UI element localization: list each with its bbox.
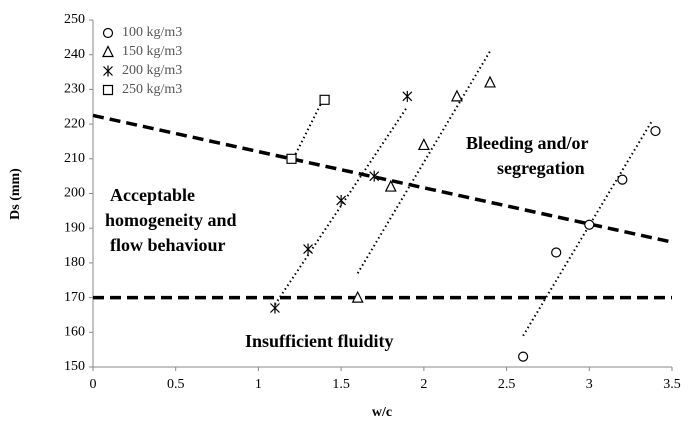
- marker: [650, 125, 661, 137]
- x-tick-label: 0.5: [167, 377, 185, 392]
- x-tick-label: 1.5: [332, 377, 350, 392]
- annotation: Acceptable: [110, 185, 195, 205]
- marker: [270, 302, 280, 314]
- trendline: [290, 95, 326, 163]
- annotation: flow behaviour: [110, 235, 226, 255]
- y-tick-label: 170: [64, 290, 85, 305]
- y-tick-label: 240: [64, 47, 85, 62]
- y-tick-label: 220: [64, 116, 85, 131]
- y-tick-label: 230: [64, 82, 85, 97]
- y-axis-label: Ds (mm): [8, 168, 23, 220]
- x-tick-label: 3: [586, 377, 593, 392]
- marker: [484, 75, 496, 88]
- marker: [417, 138, 430, 151]
- legend-label: 200 kg/m3: [122, 63, 182, 78]
- annotation: homogeneity and: [105, 210, 237, 230]
- y-tick-label: 150: [64, 359, 85, 374]
- legend-label: 250 kg/m3: [122, 82, 182, 97]
- y-tick-label: 250: [64, 12, 85, 27]
- marker: [303, 243, 313, 255]
- legend-marker: [102, 45, 114, 58]
- x-tick-label: 1: [255, 377, 262, 392]
- reference-line: [92, 113, 673, 244]
- x-tick-label: 3.5: [663, 377, 681, 392]
- trendline: [274, 106, 409, 306]
- marker: [319, 94, 330, 105]
- x-tick-label: 2.5: [498, 377, 516, 392]
- legend-label: 150 kg/m3: [122, 44, 182, 59]
- annotation: Bleeding and/or: [466, 133, 589, 153]
- marker: [551, 247, 562, 258]
- trendline: [522, 120, 654, 337]
- marker: [617, 174, 628, 185]
- y-tick-label: 200: [64, 186, 85, 201]
- y-tick-label: 210: [64, 151, 85, 166]
- legend-marker: [102, 27, 114, 39]
- marker: [351, 290, 364, 303]
- marker: [584, 219, 595, 230]
- marker: [369, 170, 380, 182]
- legend-marker: [103, 65, 113, 77]
- legend-label: 100 kg/m3: [122, 25, 182, 40]
- y-tick-label: 190: [64, 220, 85, 235]
- x-tick-label: 0: [90, 377, 97, 392]
- x-tick-label: 2: [420, 377, 427, 392]
- annotation: Insufficient fluidity: [245, 331, 394, 351]
- x-axis-label: w/c: [372, 405, 392, 420]
- y-tick-label: 160: [64, 325, 85, 340]
- marker: [286, 153, 297, 164]
- trendline: [356, 50, 491, 274]
- y-tick-label: 180: [64, 255, 85, 270]
- marker: [518, 351, 529, 362]
- marker: [336, 194, 347, 206]
- marker: [402, 90, 413, 102]
- annotation: segregation: [497, 158, 585, 178]
- marker: [384, 179, 397, 192]
- legend-marker: [102, 84, 114, 96]
- marker: [450, 89, 463, 102]
